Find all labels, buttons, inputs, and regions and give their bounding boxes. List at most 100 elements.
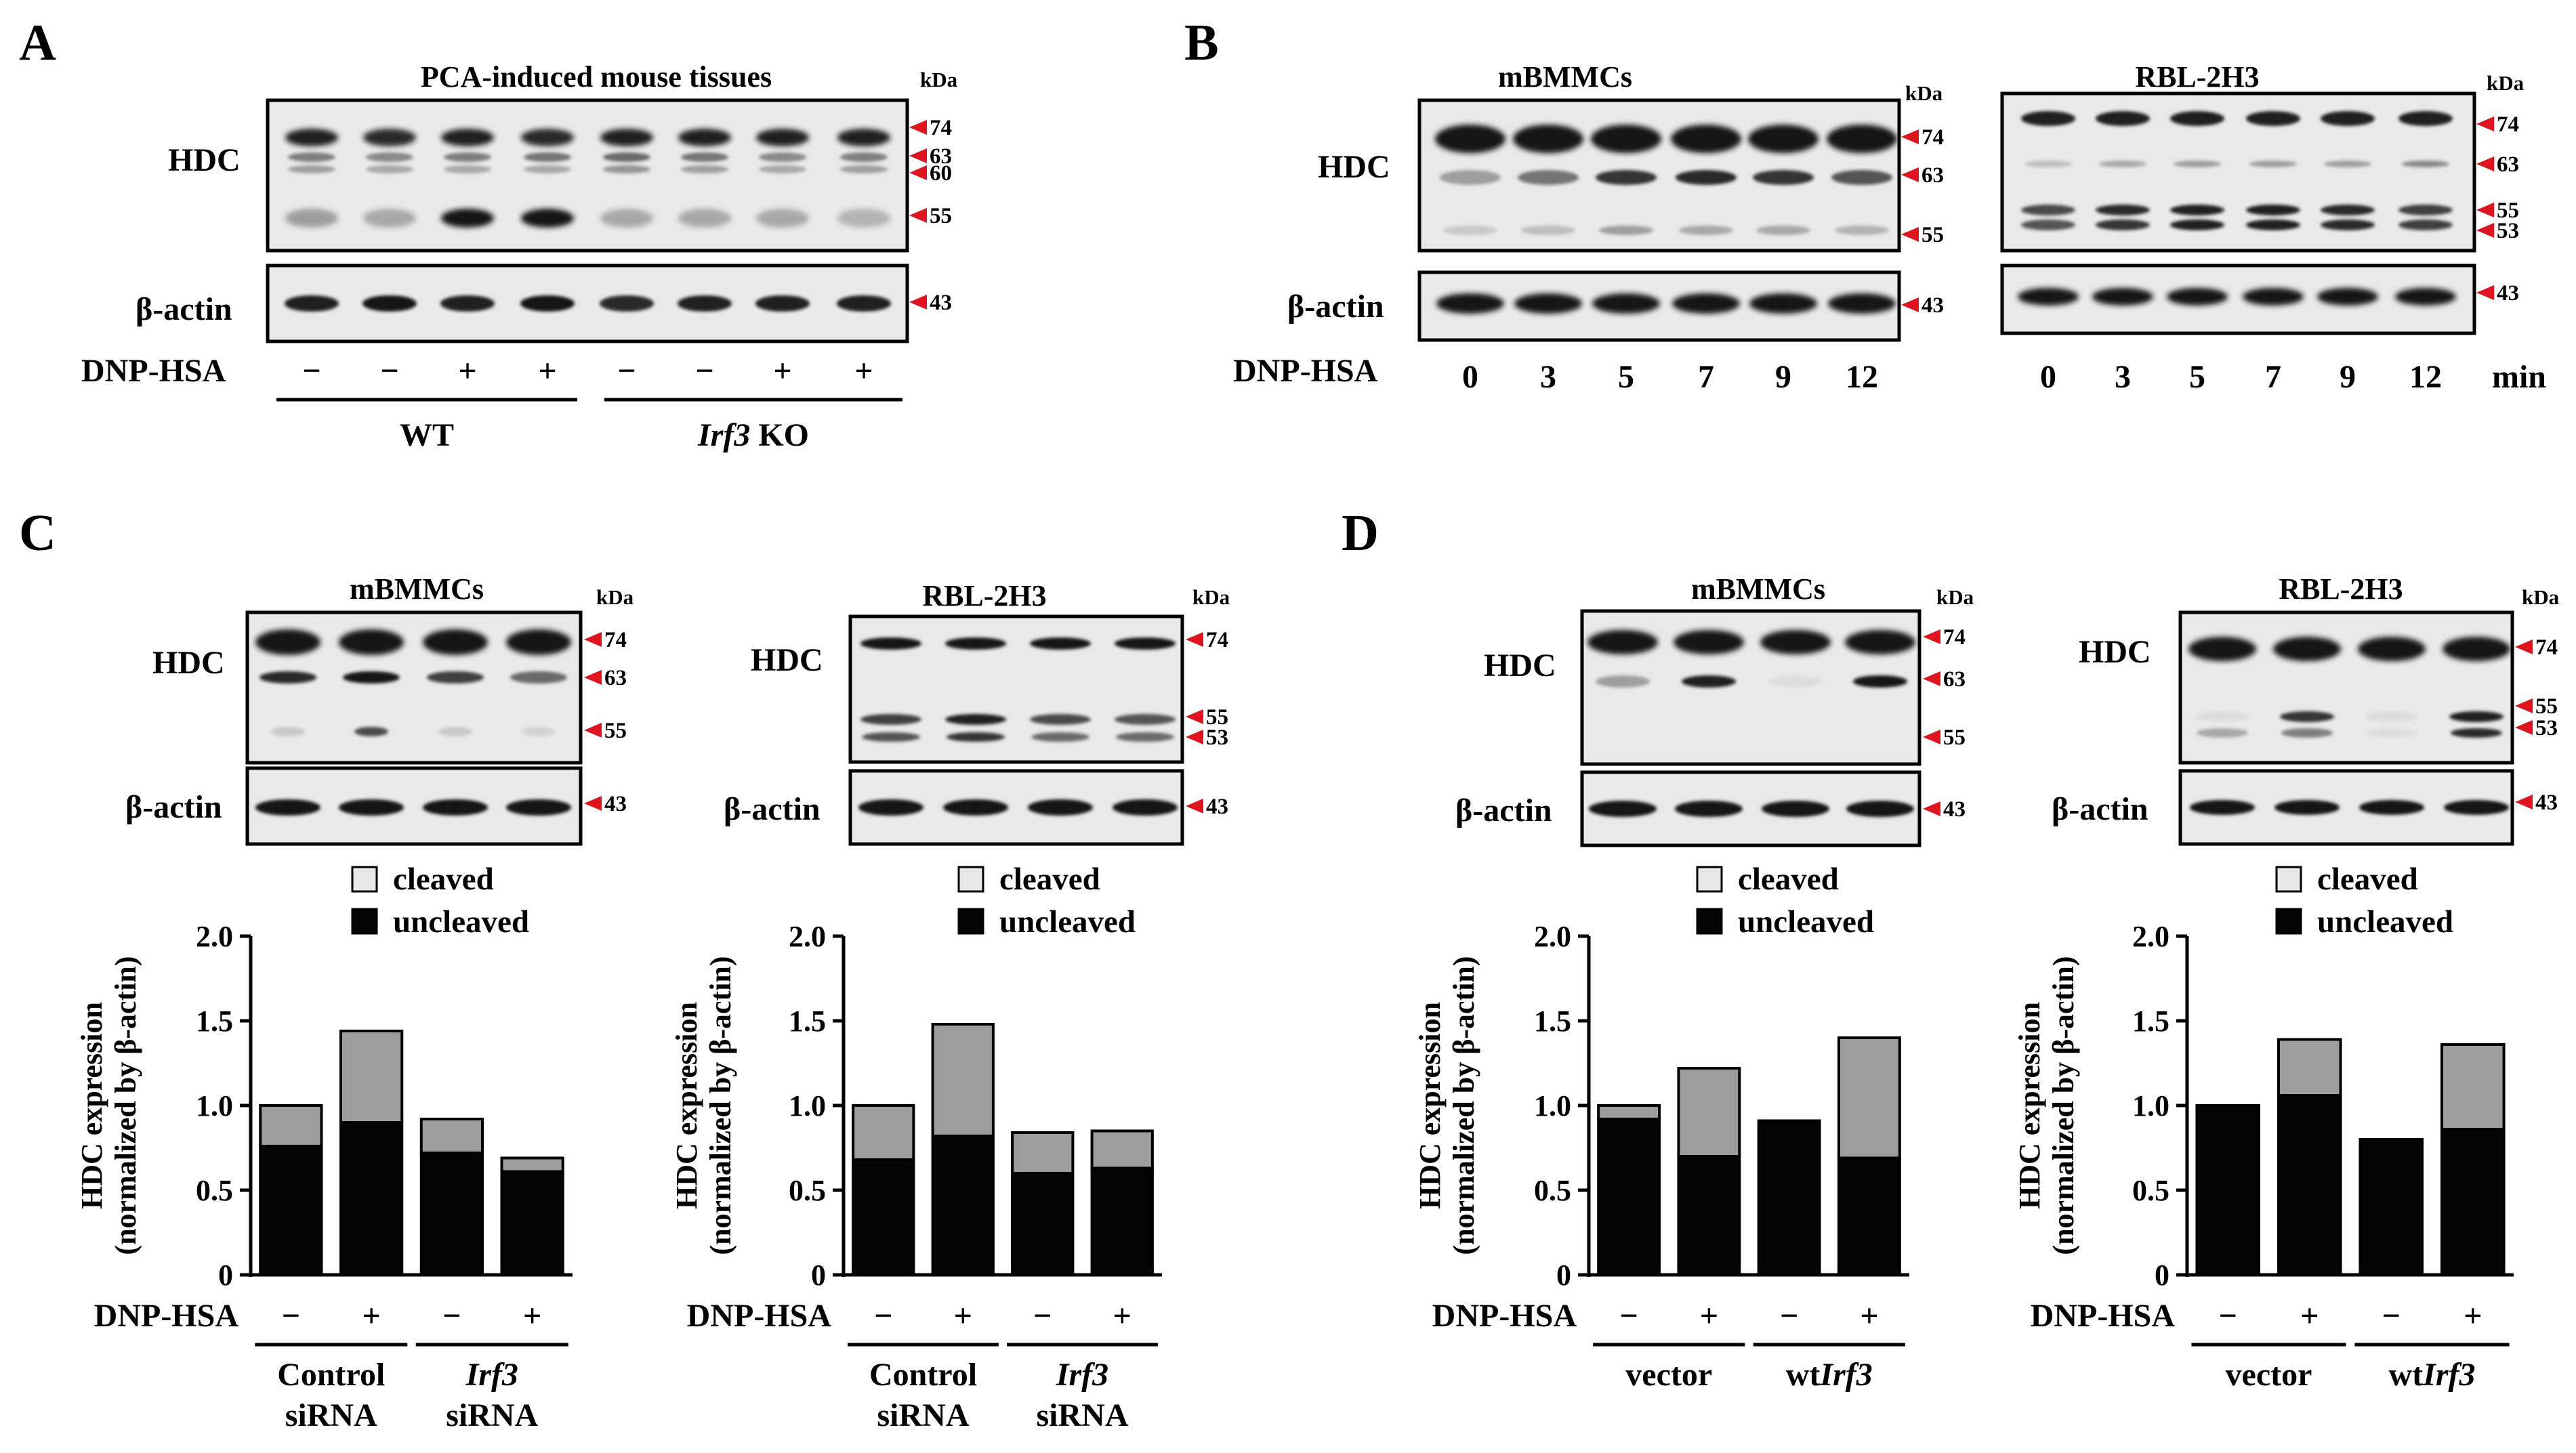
c-left-bar-uncleaved-3	[500, 1170, 564, 1276]
panel-a-treatment-4: −	[617, 353, 636, 389]
c-right-group2-gene: Irf3	[1056, 1357, 1108, 1393]
c-right-legend-swatch-uncleaved	[957, 908, 984, 935]
d-left-treatment-label: DNP-HSA	[1432, 1298, 1577, 1334]
panel-a-actin-band	[678, 295, 732, 312]
panel-b-left-hdc-63-band	[1676, 170, 1737, 185]
d-left-y-tick-label: 0.5	[1534, 1174, 1571, 1207]
panel-a-hdc-60-band	[288, 165, 335, 173]
panel-a-hdc-74-band	[285, 129, 338, 146]
panel-b-left-kda-label: kDa	[1905, 81, 1943, 105]
d-right-treatment-0: −	[2219, 1298, 2237, 1334]
panel-d-right-actin-marker-arrow-icon	[2515, 795, 2533, 809]
panel-d-right-hdc-label: HDC	[2079, 634, 2151, 670]
panel-d-left-hdc-marker-arrow-icon	[1923, 730, 1940, 744]
d-right-ylabel-line1: HDC expression	[2013, 1002, 2046, 1209]
panel-a-actin-markers: 43	[909, 291, 952, 315]
d-left-treatment-1: +	[1700, 1298, 1718, 1334]
panel-b-left-time-9: 9	[1775, 359, 1791, 395]
c-left-y-tick-label: 0.5	[196, 1174, 233, 1207]
panel-a-hdc-74-band	[363, 129, 416, 146]
panel-a-hdc-marker-arrow-icon	[909, 165, 927, 180]
panel-b-left-hdc-55-band	[1756, 226, 1810, 235]
panel-b-right-actin-bands	[2018, 288, 2456, 306]
panel-b-right-hdc-74-band	[2021, 111, 2075, 126]
panel-c-left-hdc-63-band	[427, 671, 484, 683]
panel-b-left-hdc-74-band	[1591, 125, 1661, 153]
d-right-legend-label-uncleaved: uncleaved	[2317, 904, 2453, 940]
panel-b-left-time-0: 0	[1462, 359, 1478, 395]
panel-b-right-hdc-63-band	[2402, 161, 2449, 167]
panel-b-right-hdc-55-band	[2170, 205, 2224, 215]
c-right-bar-uncleaved-0	[852, 1158, 915, 1276]
panel-c-left-hdc-55-band	[522, 727, 556, 736]
panel-a-hdc-marker-label-63: 63	[930, 144, 952, 169]
d-left-treatment-0: −	[1619, 1298, 1638, 1334]
panel-d-right-hdc-53-band	[2281, 728, 2333, 738]
panel-b-right-hdc-marker-label-55: 55	[2497, 198, 2519, 223]
c-left-legend-swatch-cleaved	[351, 866, 378, 893]
panel-b-right-hdc-74-band	[2321, 111, 2375, 126]
d-left-y-tick-label: 1.0	[1534, 1089, 1571, 1122]
panel-a-hdc-55-band	[521, 209, 574, 228]
c-left-bar-uncleaved-0	[259, 1145, 323, 1276]
c-right-bar-uncleaved-2	[1011, 1172, 1075, 1276]
panel-d-right-hdc-marker-arrow-icon	[2515, 698, 2533, 713]
d-right-bar-uncleaved-0	[2195, 1104, 2261, 1276]
panel-a-actin-band	[520, 295, 575, 312]
panel-a-hdc-63-band	[759, 152, 806, 162]
panel-a-hdc-60-band	[524, 165, 571, 173]
panel-d-left-actin-marker-arrow-icon	[1923, 801, 1940, 816]
d-left-bar-cleaved-0	[1597, 1104, 1661, 1120]
panel-c-right-actin-marker-arrow-icon	[1186, 799, 1203, 814]
panel-d-left-actin-marker-label-43: 43	[1943, 797, 1966, 822]
c-right-bar-uncleaved-1	[931, 1135, 995, 1276]
panel-a-actin-band	[600, 295, 654, 312]
panel-d-right-actin-band	[2190, 800, 2255, 815]
panel-d-left-hdc-63-band	[1596, 675, 1650, 688]
panel-c-left-hdc-marker-label-55: 55	[604, 719, 627, 743]
c-left-group2-gene: Irf3	[465, 1357, 518, 1393]
panel-c-right-actin-markers: 43	[1186, 795, 1228, 819]
panel-d-right-hdc-74-band	[2273, 637, 2341, 661]
panel-b-treatment-label: DNP-HSA	[1233, 353, 1378, 389]
panel-b-right-hdc-74-band	[2170, 111, 2224, 126]
panel-b-right-kda-label: kDa	[2487, 71, 2525, 95]
panel-c-right-hdc-55-band	[1115, 714, 1176, 725]
panel-b-left-hdc-63-band	[1440, 170, 1501, 185]
c-right-bar-uncleaved-3	[1090, 1166, 1154, 1276]
panel-a-hdc-blot	[266, 98, 909, 253]
panel-b-left-hdc-bands	[1435, 125, 1897, 235]
panel-c-left-hdc-marker-arrow-icon	[584, 723, 602, 738]
c-left-treatment-label: DNP-HSA	[94, 1298, 239, 1334]
d-right-y-tick-label: 0.5	[2132, 1174, 2169, 1207]
c-left-legend-label-uncleaved: uncleaved	[393, 904, 529, 940]
panel-a-hdc-63-band	[366, 152, 413, 162]
d-left-group2-gene: Irf3	[1819, 1357, 1872, 1393]
panel-c-left-kda-label: kDa	[596, 585, 634, 609]
panel-c-right-actin-band	[1113, 799, 1178, 816]
panel-a-hdc-55-band	[363, 209, 416, 228]
panel-a-hdc-74-band	[441, 129, 494, 146]
panel-b-actin-label: β-actin	[1287, 289, 1384, 324]
panel-c-right-hdc-marker-label-74: 74	[1206, 628, 1228, 652]
d-left-legend-label-uncleaved: uncleaved	[1738, 904, 1874, 940]
c-left-ylabel-line1: HDC expression	[75, 1002, 108, 1209]
d-right-group2-prefix: wt	[2389, 1357, 2424, 1393]
panel-a-treatment-1: −	[380, 353, 398, 389]
panel-c-left-hdc-74-band	[339, 629, 404, 655]
panel-b-right-hdc-55-band	[2321, 205, 2375, 215]
c-right-y-tick-label: 0	[811, 1259, 826, 1292]
panel-d-left-hdc-74-band	[1587, 630, 1658, 654]
panel-c-left-actin-band	[506, 799, 571, 816]
panel-b-left-hdc-marker-arrow-icon	[1901, 129, 1919, 144]
panel-b-left-hdc-55-band	[1521, 226, 1575, 235]
c-left-bar-uncleaved-2	[419, 1152, 484, 1276]
panel-c-left-actin-band	[255, 799, 320, 816]
panel-a-treatment-0: −	[302, 353, 320, 389]
panel-d-left-actin-markers: 43	[1923, 797, 1966, 822]
panel-a-actin-marker-label-43: 43	[930, 291, 952, 315]
panel-d-right-hdc-74-band	[2188, 637, 2256, 661]
panel-a-hdc-60-band	[444, 165, 491, 173]
c-right-treatment-3: +	[1113, 1298, 1131, 1334]
